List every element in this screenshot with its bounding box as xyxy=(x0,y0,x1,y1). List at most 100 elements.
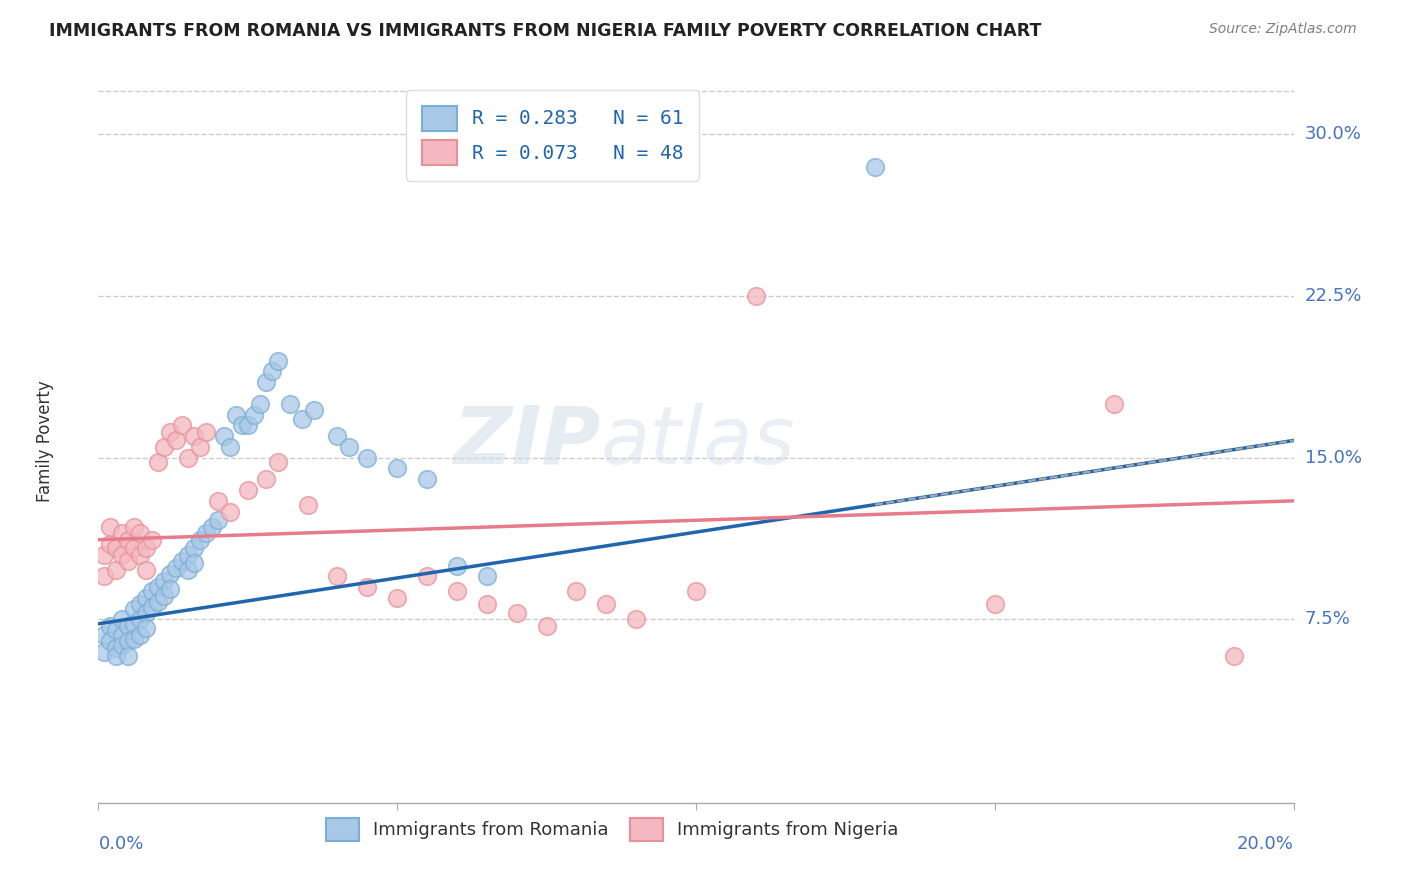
Point xyxy=(172,418,194,433)
Point xyxy=(188,440,211,454)
Point xyxy=(201,520,224,534)
Point xyxy=(159,582,181,597)
Point xyxy=(745,289,768,303)
Point xyxy=(124,632,146,646)
Point xyxy=(356,450,378,465)
Point xyxy=(93,645,115,659)
Point xyxy=(129,627,152,641)
Text: ZIP: ZIP xyxy=(453,402,600,481)
Point xyxy=(207,513,229,527)
Point xyxy=(153,589,176,603)
Point xyxy=(135,621,157,635)
Point xyxy=(291,412,314,426)
Point xyxy=(212,429,235,443)
Point xyxy=(111,548,134,562)
Point xyxy=(356,580,378,594)
Point xyxy=(219,505,242,519)
Point xyxy=(105,563,128,577)
Point xyxy=(165,434,187,448)
Point xyxy=(124,541,146,556)
Point xyxy=(93,569,115,583)
Point xyxy=(105,624,128,638)
Point xyxy=(129,548,152,562)
Text: atlas: atlas xyxy=(600,402,796,481)
Point xyxy=(207,493,229,508)
Point xyxy=(117,619,139,633)
Point xyxy=(105,541,128,556)
Point xyxy=(236,483,259,497)
Point xyxy=(195,526,218,541)
Point xyxy=(172,554,194,568)
Point xyxy=(183,429,205,443)
Point xyxy=(98,537,122,551)
Point xyxy=(595,598,617,612)
Point xyxy=(326,569,349,583)
Point xyxy=(1104,397,1126,411)
Point xyxy=(98,634,122,648)
Point xyxy=(260,364,283,378)
Point xyxy=(117,554,139,568)
Point xyxy=(93,548,115,562)
Point xyxy=(326,429,349,443)
Point xyxy=(117,649,139,664)
Point xyxy=(536,619,558,633)
Point xyxy=(243,408,266,422)
Point xyxy=(302,403,325,417)
Point xyxy=(129,612,152,626)
Point xyxy=(153,574,176,588)
Point xyxy=(278,397,301,411)
Point xyxy=(267,353,290,368)
Point xyxy=(159,567,181,582)
Point xyxy=(111,612,134,626)
Point xyxy=(141,533,163,547)
Point xyxy=(475,569,498,583)
Point xyxy=(111,526,134,541)
Point xyxy=(416,569,439,583)
Text: Family Poverty: Family Poverty xyxy=(35,381,53,502)
Text: 22.5%: 22.5% xyxy=(1305,287,1362,305)
Point xyxy=(124,601,146,615)
Point xyxy=(254,376,277,390)
Point xyxy=(984,598,1007,612)
Point xyxy=(129,598,152,612)
Point xyxy=(148,580,170,594)
Point xyxy=(177,450,200,465)
Point xyxy=(446,558,468,573)
Text: 0.0%: 0.0% xyxy=(98,835,143,854)
Point xyxy=(141,584,163,599)
Text: 15.0%: 15.0% xyxy=(1305,449,1361,467)
Point xyxy=(236,418,259,433)
Point xyxy=(188,533,211,547)
Point xyxy=(124,616,146,631)
Point xyxy=(506,606,529,620)
Point xyxy=(219,440,242,454)
Point xyxy=(111,627,134,641)
Point xyxy=(685,584,707,599)
Point xyxy=(93,627,115,641)
Point xyxy=(416,472,439,486)
Point xyxy=(177,548,200,562)
Point xyxy=(254,472,277,486)
Text: Source: ZipAtlas.com: Source: ZipAtlas.com xyxy=(1209,22,1357,37)
Point xyxy=(124,520,146,534)
Point xyxy=(98,619,122,633)
Point xyxy=(117,634,139,648)
Legend: Immigrants from Romania, Immigrants from Nigeria: Immigrants from Romania, Immigrants from… xyxy=(319,810,905,848)
Point xyxy=(231,418,253,433)
Point xyxy=(195,425,218,439)
Point xyxy=(446,584,468,599)
Point xyxy=(1223,649,1246,664)
Point xyxy=(135,563,157,577)
Point xyxy=(159,425,181,439)
Point xyxy=(385,591,409,605)
Point xyxy=(385,461,409,475)
Point xyxy=(135,591,157,605)
Point xyxy=(153,440,176,454)
Text: 30.0%: 30.0% xyxy=(1305,125,1361,144)
Point xyxy=(117,533,139,547)
Point xyxy=(105,649,128,664)
Point xyxy=(475,598,498,612)
Point xyxy=(135,606,157,620)
Point xyxy=(148,455,170,469)
Text: IMMIGRANTS FROM ROMANIA VS IMMIGRANTS FROM NIGERIA FAMILY POVERTY CORRELATION CH: IMMIGRANTS FROM ROMANIA VS IMMIGRANTS FR… xyxy=(49,22,1042,40)
